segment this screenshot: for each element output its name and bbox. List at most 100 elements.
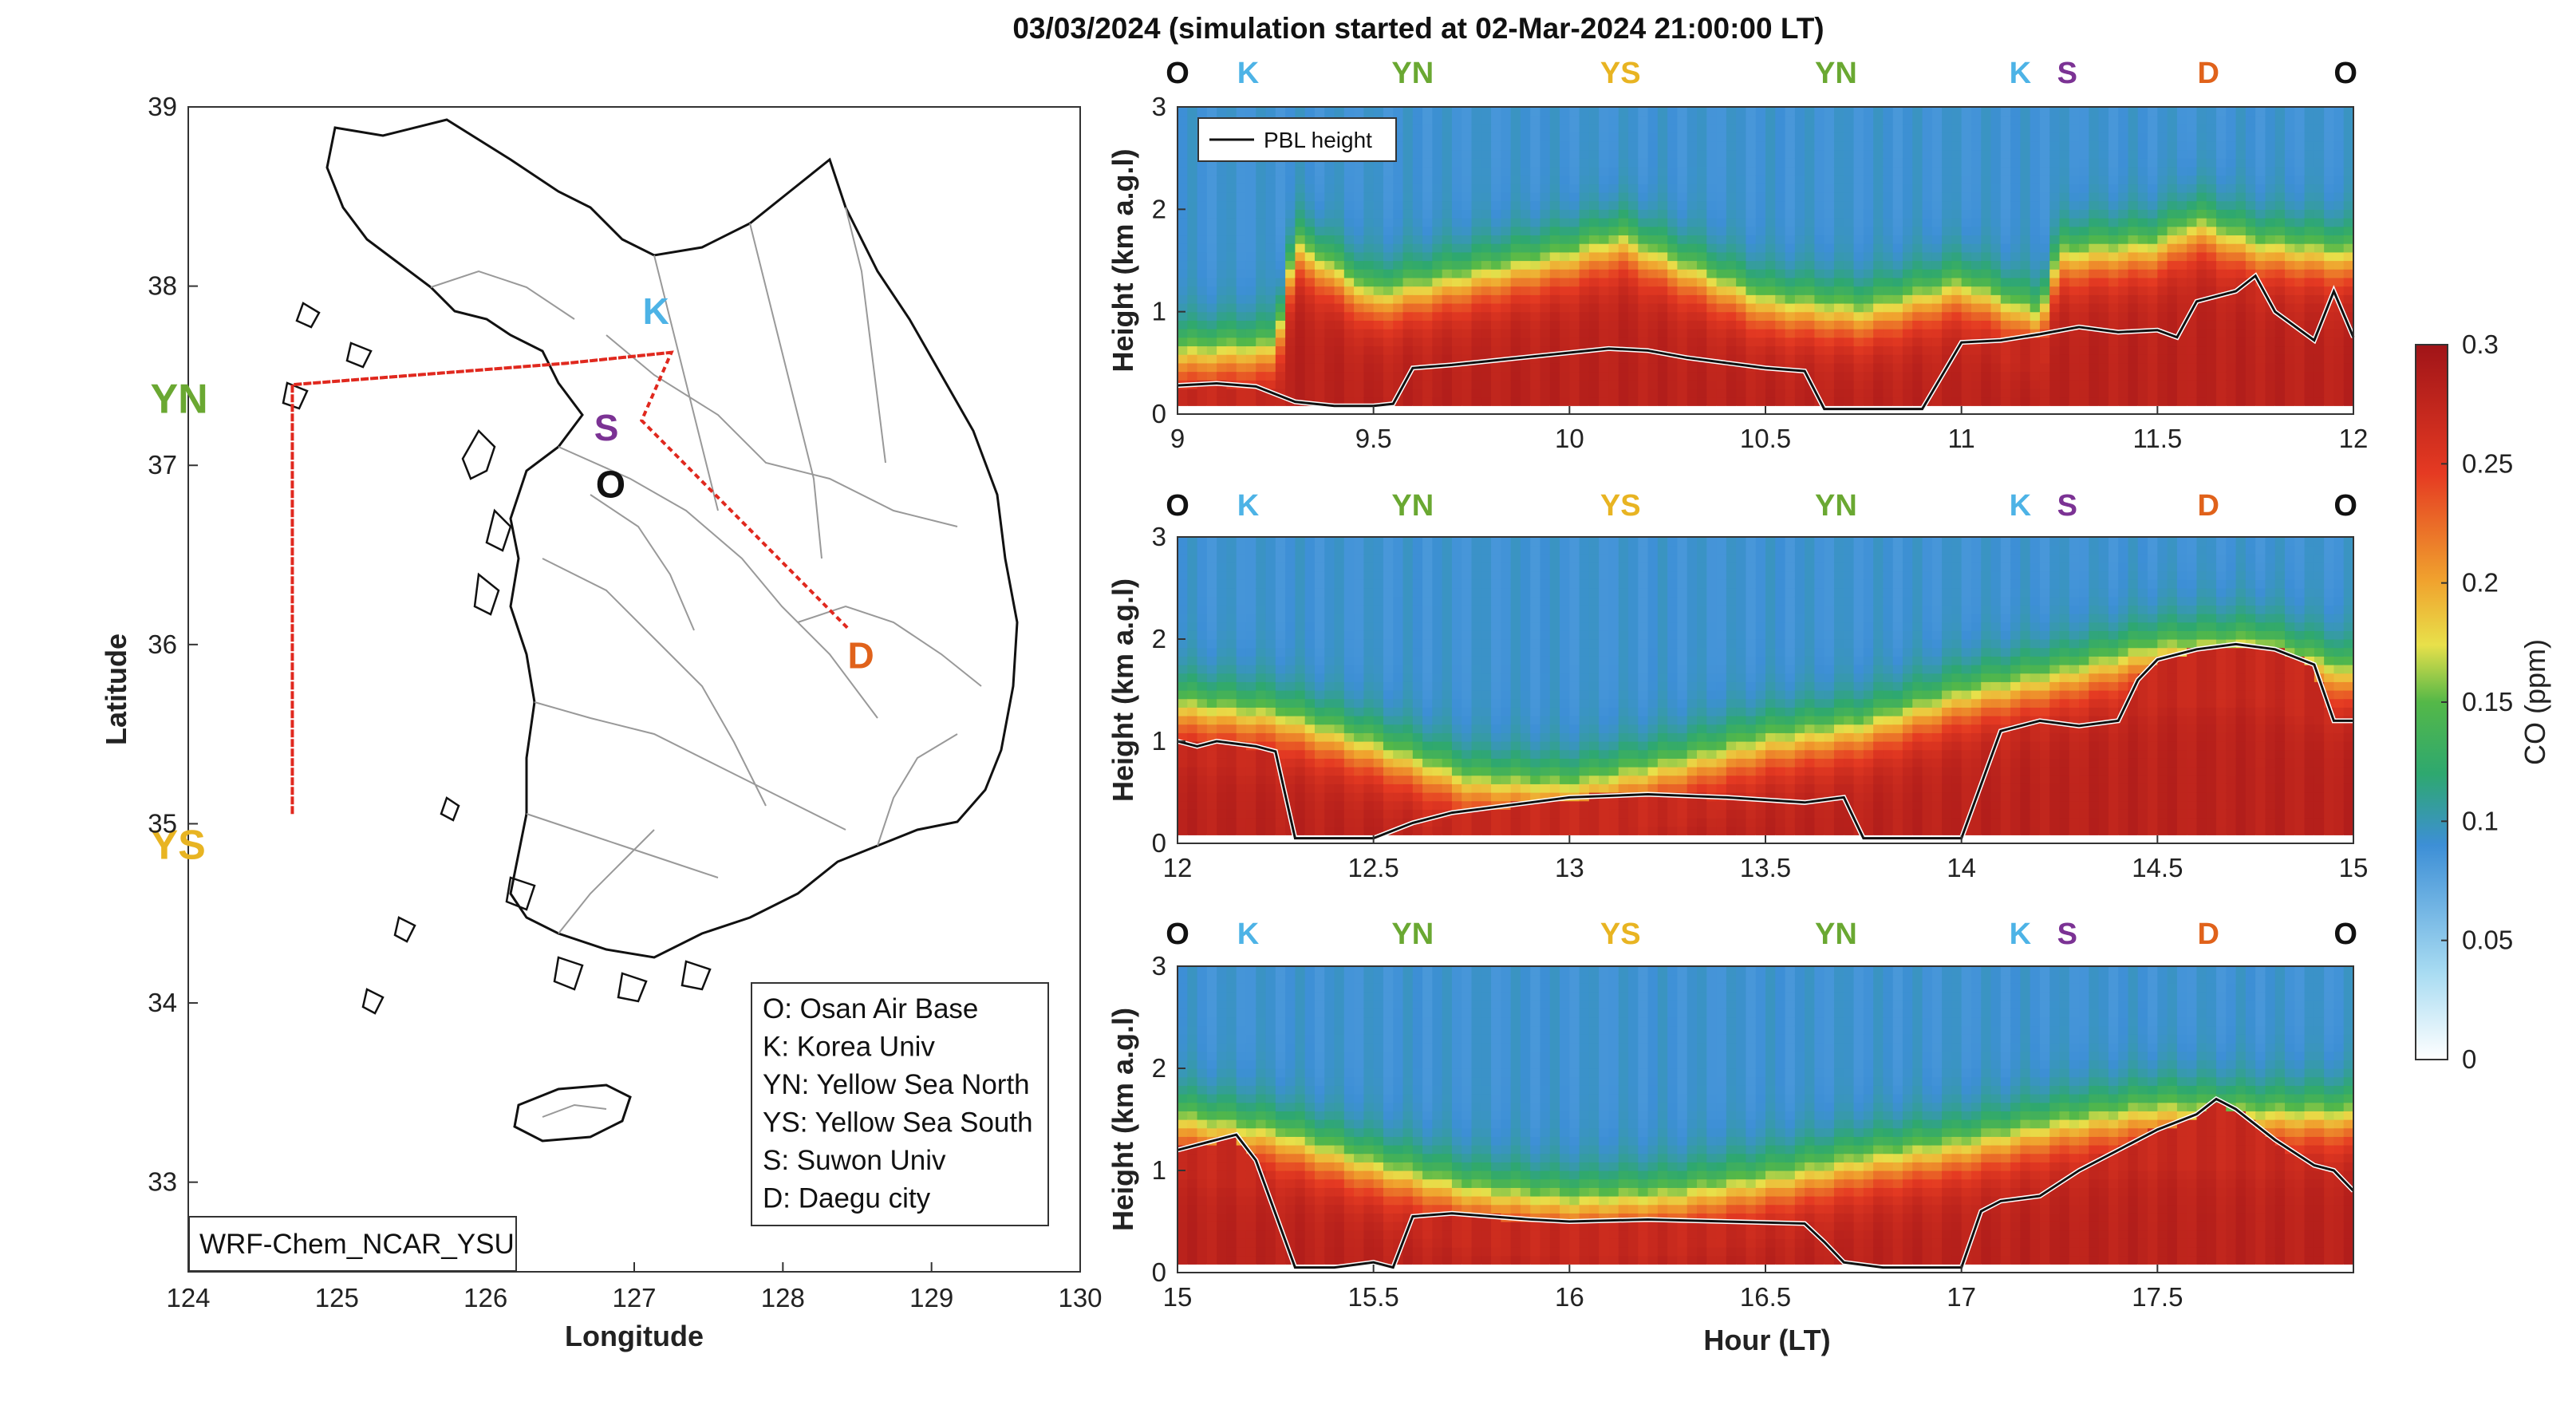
co-cell: [1844, 166, 1855, 176]
co-cell: [1334, 371, 1345, 381]
co-cell: [1481, 226, 1492, 236]
co-cell: [2304, 158, 2315, 168]
co-cell: [1275, 681, 1286, 691]
co-cell: [1814, 251, 1825, 262]
co-cell: [1197, 107, 1208, 116]
co-cell: [1618, 115, 1629, 124]
co-cell: [1354, 166, 1364, 176]
co-cell: [1354, 235, 1364, 244]
co-cell: [1334, 354, 1345, 364]
co-cell: [1961, 354, 1972, 364]
co-cell: [1853, 345, 1864, 355]
co-cell: [2245, 218, 2256, 227]
co-cell: [2118, 243, 2129, 253]
co-cell: [1462, 362, 1473, 373]
co-cell: [1324, 622, 1335, 631]
co-cell: [2265, 235, 2276, 244]
co-cell: [1265, 158, 1276, 168]
co-cell: [1324, 537, 1335, 547]
co-cell: [1990, 311, 2002, 321]
co-cell: [1354, 277, 1364, 287]
co-cell: [1883, 362, 1894, 373]
co-cell: [2196, 311, 2207, 321]
co-cell: [2314, 286, 2325, 295]
co-cell: [2030, 294, 2041, 304]
co-cell: [2314, 397, 2325, 406]
co-cell: [2274, 286, 2286, 295]
co-cell: [1206, 311, 1217, 321]
co-cell: [1442, 166, 1453, 176]
co-cell: [1383, 320, 1394, 330]
map-ytick-label: 34: [148, 988, 177, 1017]
co-cell: [1393, 149, 1404, 159]
co-cell: [1256, 792, 1267, 802]
co-cell: [1608, 132, 1619, 142]
co-cell: [1265, 320, 1276, 330]
co-cell: [1442, 115, 1453, 124]
co-cell: [1588, 269, 1600, 278]
co-cell: [2324, 354, 2335, 364]
co-cell: [2118, 140, 2129, 151]
co-cell: [1736, 166, 1747, 176]
co-cell: [1951, 286, 1963, 295]
co-cell: [2167, 115, 2178, 124]
co-cell: [1265, 545, 1276, 555]
co-cell: [1942, 277, 1952, 287]
co-cell: [1226, 767, 1237, 776]
co-cell: [1560, 115, 1570, 124]
co-cell: [2167, 132, 2178, 142]
co-cell: [1206, 800, 1217, 810]
co-cell: [1697, 397, 1707, 406]
co-cell: [1618, 320, 1629, 330]
co-cell: [1491, 277, 1501, 287]
co-cell: [1206, 235, 1217, 244]
co-cell: [1393, 329, 1404, 338]
co-cell: [1638, 388, 1649, 398]
co-cell: [1178, 647, 1188, 657]
co-cell: [2206, 345, 2217, 355]
co-cell: [2098, 209, 2109, 219]
co-cell: [1824, 294, 1835, 304]
co-cell: [2265, 260, 2276, 270]
co-cell: [1961, 251, 1972, 262]
co-cell: [1471, 320, 1482, 330]
co-cell: [1618, 380, 1629, 389]
co-cell: [2069, 362, 2080, 373]
co-cell: [2343, 371, 2354, 381]
co-cell: [1599, 362, 1610, 373]
co-cell: [1951, 200, 1963, 210]
co-cell: [1373, 218, 1384, 227]
co-cell: [1373, 354, 1384, 364]
co-cell: [1245, 545, 1256, 555]
co-cell: [1579, 286, 1590, 295]
co-cell: [1265, 690, 1276, 700]
co-cell: [1608, 286, 1619, 295]
co-cell: [1716, 380, 1727, 389]
co-cell: [1206, 397, 1217, 406]
co-cell: [1961, 302, 1972, 313]
co-cell: [1775, 184, 1786, 193]
co-cell: [1549, 166, 1560, 176]
co-cell: [1363, 243, 1375, 253]
co-cell: [1970, 175, 1982, 184]
co-cell: [2206, 209, 2217, 219]
co-cell: [2148, 158, 2158, 168]
co-cell: [1873, 251, 1884, 262]
co-cell: [2108, 269, 2119, 278]
co-cell: [1706, 218, 1718, 227]
co-cell: [1608, 277, 1619, 287]
co-cell: [2108, 243, 2119, 253]
co-cell: [1579, 158, 1590, 168]
co-cell: [1481, 354, 1492, 364]
co-cell: [1961, 200, 1972, 210]
co-cell: [1275, 380, 1286, 389]
co-cell: [2079, 149, 2089, 159]
co-cell: [1334, 269, 1345, 278]
co-cell: [1961, 329, 1972, 338]
co-cell: [1697, 294, 1707, 304]
co-cell: [1245, 107, 1256, 116]
co-cell: [1775, 277, 1786, 287]
co-cell: [1961, 286, 1972, 295]
co-cell: [1178, 209, 1188, 219]
co-cell: [1236, 243, 1247, 253]
